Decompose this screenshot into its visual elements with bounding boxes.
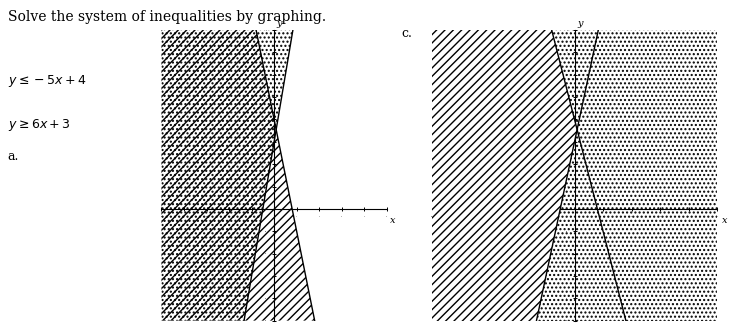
Text: x: x: [391, 215, 396, 224]
Text: Solve the system of inequalities by graphing.: Solve the system of inequalities by grap…: [8, 10, 326, 24]
Text: c.: c.: [402, 27, 412, 40]
Text: y: y: [276, 19, 282, 28]
Text: $y \leq -5x + 4$: $y \leq -5x + 4$: [8, 73, 86, 90]
Text: y: y: [578, 19, 583, 28]
Text: a.: a.: [8, 150, 19, 163]
Text: x: x: [722, 215, 727, 224]
Text: $y \geq 6x + 3$: $y \geq 6x + 3$: [8, 117, 70, 133]
